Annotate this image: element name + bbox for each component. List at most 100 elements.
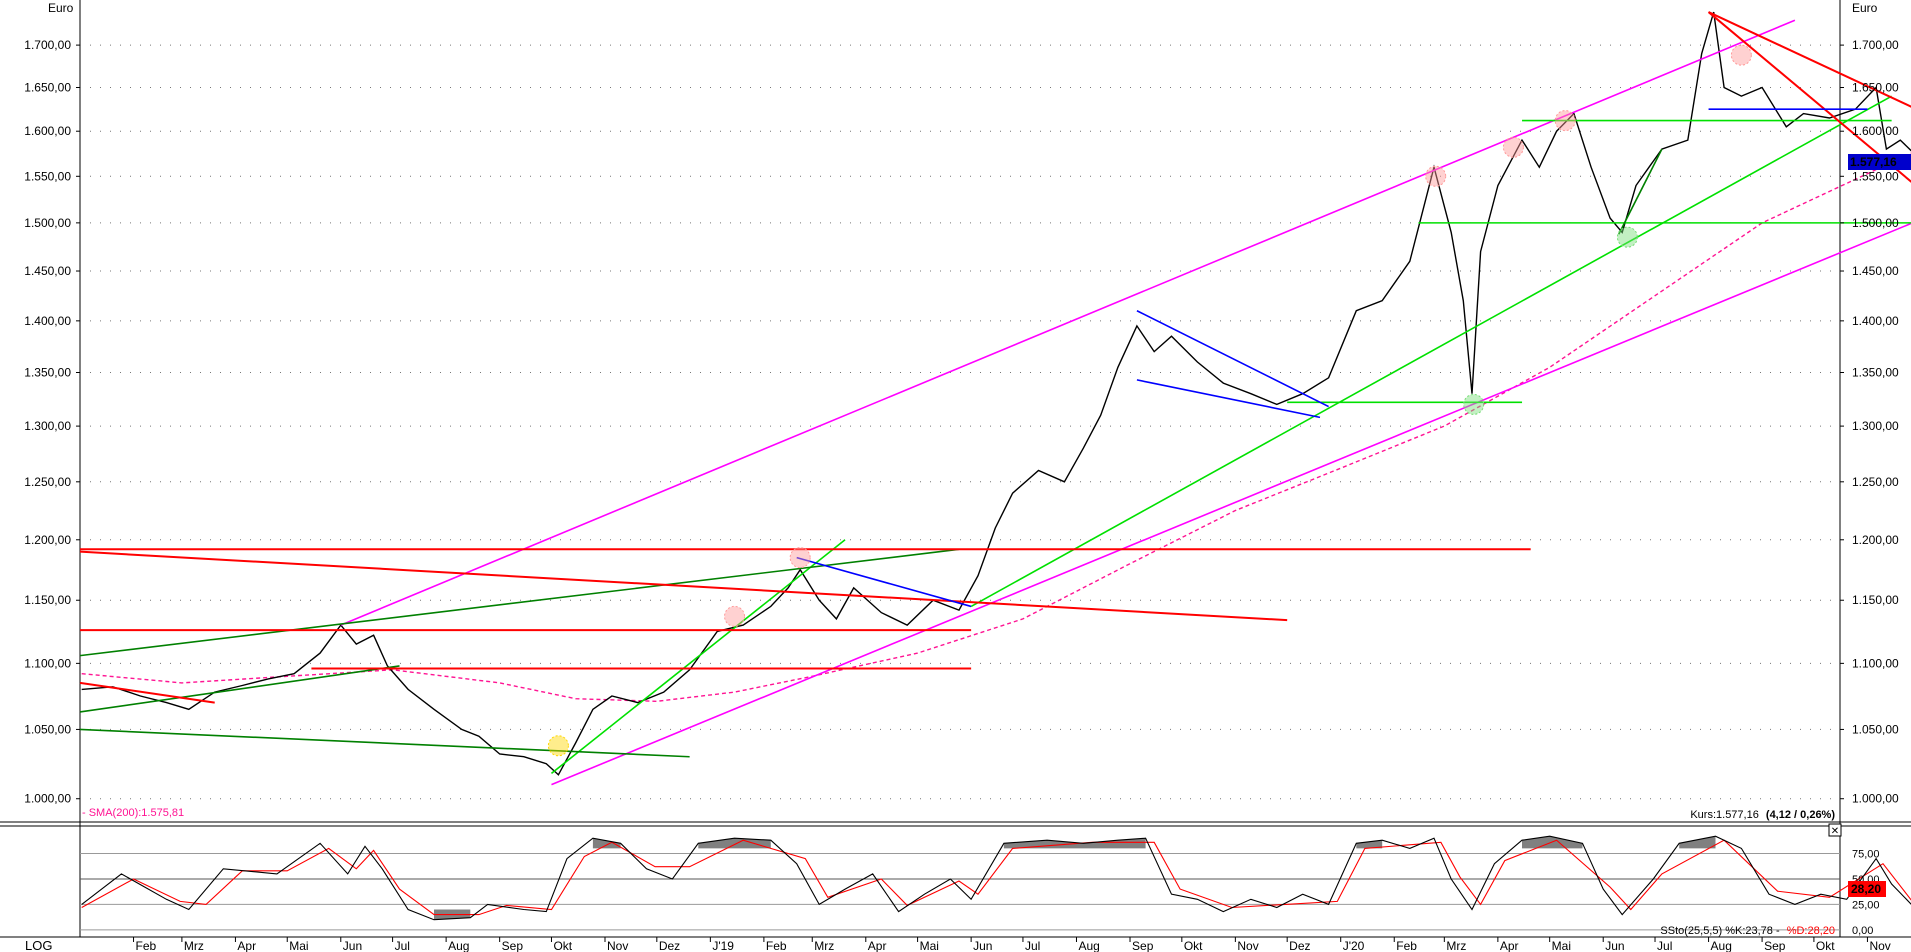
x-tick-label: Mai bbox=[920, 939, 939, 952]
x-tick-label: Mrz bbox=[1446, 939, 1466, 952]
x-tick-label: Feb bbox=[136, 939, 157, 952]
close-panel-button[interactable]: ✕ bbox=[1828, 823, 1842, 837]
price-tag-value: 1.577,16 bbox=[1850, 155, 1897, 169]
price-tick-label: 1.050,00 bbox=[24, 722, 71, 736]
x-tick-label: Dez bbox=[1289, 939, 1310, 952]
price-tick-label: 1.350,00 bbox=[24, 366, 71, 380]
oscillator-extreme-fill bbox=[1679, 836, 1716, 849]
price-tick-label: 1.100,00 bbox=[24, 656, 71, 670]
oscillator-extreme-fill bbox=[1356, 840, 1383, 849]
oscillator-tick-label: 0,00 bbox=[1852, 925, 1873, 937]
x-tick-label: Okt bbox=[1816, 939, 1835, 952]
oscillator-legend-main: SSto(25,5,5) %K:23,78 - bbox=[1660, 925, 1780, 937]
oscillator-tick-label: 75,00 bbox=[1852, 848, 1880, 860]
sma-200-line bbox=[81, 152, 1911, 703]
price-tick-label: 1.200,00 bbox=[24, 533, 71, 547]
time-x-axis: Feb Mrz Apr Mai Jun Jul Aug Sep Okt Nov Dez J'19 Feb… bbox=[133, 937, 1891, 952]
pattern-markers bbox=[547, 44, 1752, 757]
pattern-marker bbox=[547, 735, 569, 757]
pattern-marker bbox=[724, 605, 746, 627]
pattern-marker bbox=[1730, 44, 1752, 66]
price-tick-label: 1.150,00 bbox=[24, 593, 71, 607]
price-tick-label: 1.600,00 bbox=[24, 124, 71, 138]
sma-200-series bbox=[81, 152, 1911, 703]
trendline bbox=[79, 550, 1288, 622]
oscillator-value-box bbox=[1848, 881, 1886, 897]
trendline bbox=[1708, 11, 1911, 108]
x-tick-label: Mrz bbox=[184, 939, 204, 952]
trendline bbox=[79, 728, 690, 758]
price-tick-label: 1.000,00 bbox=[1852, 792, 1899, 806]
oscillator-k-line bbox=[81, 835, 1911, 921]
trendline bbox=[79, 665, 400, 713]
price-series bbox=[81, 11, 1911, 776]
price-tick-label: 1.650,00 bbox=[24, 81, 71, 95]
x-tick-label: Jul bbox=[1025, 939, 1040, 952]
price-line bbox=[81, 11, 1911, 776]
price-tag: 1.577,16 bbox=[1848, 154, 1911, 170]
price-tick-label: 1.500,00 bbox=[24, 216, 71, 230]
x-tick-label: Okt bbox=[553, 939, 572, 952]
pattern-marker bbox=[1554, 110, 1576, 132]
price-grid bbox=[80, 44, 1840, 800]
x-tick-label: Jun bbox=[973, 939, 992, 952]
x-tick-label: Sep bbox=[502, 939, 524, 952]
oscillator-legend-signal: %D:28,20 bbox=[1787, 925, 1835, 937]
price-tick-label: 1.250,00 bbox=[1852, 475, 1899, 489]
x-tick-label: Nov bbox=[1869, 939, 1890, 952]
trendline bbox=[1707, 11, 1911, 183]
price-tick-label: 1.300,00 bbox=[1852, 419, 1899, 433]
x-tick-label: Okt bbox=[1184, 939, 1203, 952]
price-tick-label: 1.150,00 bbox=[1852, 593, 1899, 607]
oscillator-tick-label: 25,00 bbox=[1852, 899, 1880, 911]
trendline bbox=[551, 222, 1911, 786]
trendline bbox=[1136, 310, 1329, 408]
close-icon[interactable]: ✕ bbox=[1831, 826, 1839, 837]
price-tag-box bbox=[1848, 154, 1911, 170]
x-tick-label: Jun bbox=[343, 939, 362, 952]
x-tick-label: Mai bbox=[1552, 939, 1571, 952]
pattern-marker bbox=[1616, 226, 1638, 248]
price-tick-label: 1.300,00 bbox=[24, 419, 71, 433]
oscillator-value-tag: 28,20 bbox=[1848, 881, 1886, 897]
quote-price: Kurs:1.577,16 bbox=[1690, 809, 1759, 821]
price-tick-label: 1.650,00 bbox=[1852, 81, 1899, 95]
x-tick-label: Nov bbox=[1237, 939, 1258, 952]
x-tick-label: Jul bbox=[395, 939, 410, 952]
x-tick-label: Feb bbox=[766, 939, 787, 952]
price-tick-label: 1.050,00 bbox=[1852, 722, 1899, 736]
unit-label-right: Euro bbox=[1852, 1, 1878, 15]
trendline bbox=[79, 681, 215, 704]
x-tick-label: Aug bbox=[1711, 939, 1732, 952]
trendline bbox=[79, 548, 960, 657]
x-tick-label: Dez bbox=[659, 939, 680, 952]
price-tick-label: 1.400,00 bbox=[1852, 314, 1899, 328]
x-tick-label: J'19 bbox=[712, 939, 734, 952]
x-tick-label: J'20 bbox=[1343, 939, 1365, 952]
pattern-marker bbox=[1502, 136, 1524, 158]
x-tick-label: Aug bbox=[448, 939, 469, 952]
price-tick-label: 1.400,00 bbox=[24, 314, 71, 328]
log-scale-label[interactable]: LOG bbox=[25, 938, 52, 952]
x-tick-label: Mrz bbox=[814, 939, 834, 952]
oscillator-d-line bbox=[81, 839, 1911, 916]
price-tick-label: 1.500,00 bbox=[1852, 216, 1899, 230]
price-tick-label: 1.350,00 bbox=[1852, 366, 1899, 380]
x-tick-label: Apr bbox=[237, 939, 256, 952]
close-panel-box[interactable] bbox=[1828, 823, 1842, 837]
x-tick-label: Sep bbox=[1132, 939, 1154, 952]
pattern-marker bbox=[1425, 165, 1447, 187]
x-tick-label: Jul bbox=[1657, 939, 1672, 952]
unit-label-left: Euro bbox=[48, 1, 74, 15]
x-tick-label: Apr bbox=[1500, 939, 1519, 952]
trendline bbox=[796, 556, 972, 608]
x-tick-label: Feb bbox=[1396, 939, 1417, 952]
price-tick-label: 1.450,00 bbox=[1852, 264, 1899, 278]
price-tick-label: 1.450,00 bbox=[24, 264, 71, 278]
price-tick-label: 1.700,00 bbox=[24, 38, 71, 52]
price-tick-label: 1.250,00 bbox=[24, 475, 71, 489]
trendline bbox=[1618, 148, 1663, 235]
price-tick-label: 1.000,00 bbox=[24, 792, 71, 806]
